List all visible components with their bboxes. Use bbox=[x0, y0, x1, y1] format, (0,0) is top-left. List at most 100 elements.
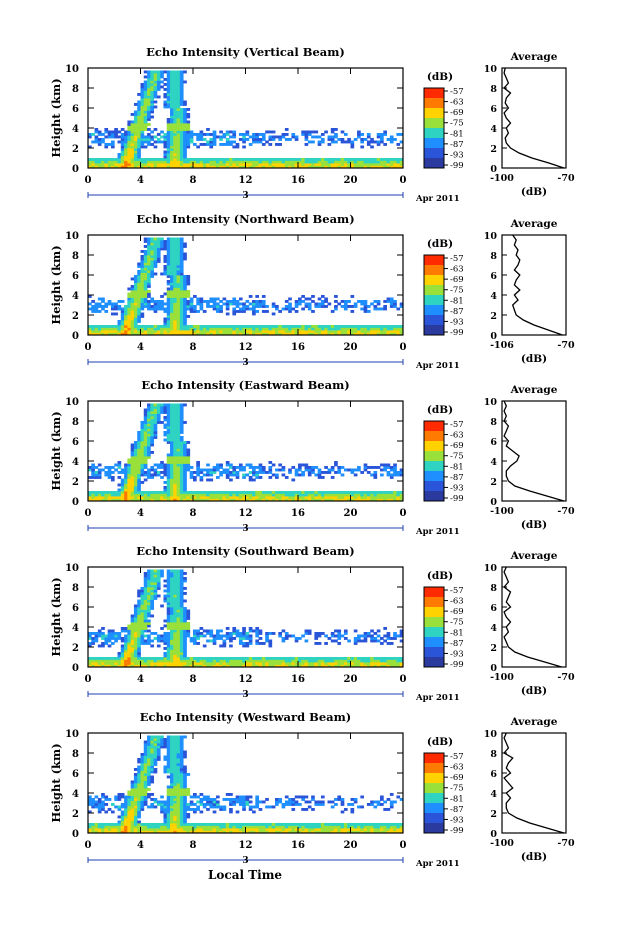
heatmap-cell bbox=[334, 332, 338, 336]
heatmap-cell bbox=[337, 325, 342, 328]
heatmap-cell bbox=[88, 165, 92, 169]
y-axis-title: Height (km) bbox=[49, 245, 63, 324]
heatmap-cell bbox=[143, 478, 148, 482]
heatmap-cell bbox=[163, 589, 168, 593]
heatmap-cell bbox=[150, 830, 155, 834]
heatmap-cell bbox=[366, 498, 371, 502]
heatmap-cell bbox=[143, 110, 148, 114]
heatmap-cell bbox=[91, 165, 95, 169]
heatmap-cell bbox=[133, 140, 138, 144]
heatmap-cell bbox=[147, 634, 151, 638]
heatmap-cell bbox=[170, 312, 174, 316]
heatmap-cell bbox=[140, 143, 145, 146]
heatmap-cell bbox=[183, 453, 187, 457]
heatmap-cell bbox=[343, 327, 348, 331]
heatmap-cell bbox=[173, 498, 177, 502]
heatmap-cell bbox=[91, 471, 95, 474]
heatmap-cell bbox=[383, 639, 387, 643]
heatmap-cell bbox=[166, 654, 171, 658]
heatmap-cell bbox=[120, 486, 125, 489]
heatmap-cell bbox=[124, 143, 128, 146]
heatmap-cell bbox=[133, 644, 138, 648]
heatmap-cell bbox=[219, 659, 223, 663]
heatmap-cell bbox=[340, 659, 345, 663]
heatmap-cell bbox=[399, 158, 404, 161]
heatmap-cell bbox=[153, 160, 158, 164]
colorbar-frame bbox=[423, 254, 445, 336]
heatmap-cell bbox=[176, 237, 181, 241]
heatmap-cell bbox=[304, 163, 309, 166]
heatmap-cell bbox=[275, 659, 279, 663]
heatmap-cell bbox=[202, 496, 207, 499]
heatmap-cell bbox=[176, 88, 181, 91]
heatmap-cell bbox=[284, 657, 289, 660]
heatmap-cell bbox=[130, 649, 135, 653]
heatmap-cell bbox=[330, 140, 335, 144]
heatmap-cell bbox=[202, 330, 207, 333]
heatmap-cell bbox=[137, 277, 141, 281]
heatmap-cell bbox=[143, 798, 148, 801]
heatmap-cell bbox=[176, 242, 181, 246]
heatmap-cell bbox=[271, 463, 276, 467]
heatmap-cell bbox=[284, 158, 289, 161]
heatmap-cell bbox=[281, 307, 286, 311]
heatmap-cell bbox=[173, 597, 177, 600]
heatmap-cell bbox=[104, 302, 109, 306]
heatmap-cell bbox=[176, 80, 181, 84]
heatmap-cell bbox=[127, 307, 132, 311]
heatmap-cell bbox=[156, 413, 161, 417]
y-tick-label: 0 bbox=[72, 331, 79, 342]
heatmap-cell bbox=[127, 155, 132, 159]
heatmap-cell bbox=[163, 260, 168, 263]
heatmap-cell bbox=[166, 280, 171, 283]
heatmap-cell bbox=[383, 463, 387, 467]
colorbar-tick-label: -57 bbox=[450, 586, 464, 596]
heatmap-cell bbox=[183, 287, 187, 291]
heatmap-cell bbox=[147, 292, 151, 296]
heatmap-cell bbox=[265, 160, 269, 164]
heatmap-cell bbox=[143, 413, 148, 417]
heatmap-cell bbox=[357, 135, 361, 139]
heatmap-cell bbox=[327, 143, 332, 146]
heatmap-cell bbox=[193, 491, 197, 494]
heatmap-cell bbox=[163, 597, 168, 600]
heatmap-cell bbox=[189, 300, 194, 303]
heatmap-cell bbox=[120, 805, 125, 809]
heatmap-cell bbox=[94, 657, 99, 660]
heatmap-cell bbox=[173, 587, 177, 590]
heatmap-cell bbox=[376, 325, 381, 328]
heatmap-cell bbox=[278, 491, 282, 494]
heatmap-cell bbox=[156, 242, 161, 246]
heatmap-cell bbox=[147, 491, 151, 494]
heatmap-cell bbox=[238, 657, 243, 660]
heatmap-cell bbox=[150, 760, 155, 764]
heatmap-cell bbox=[275, 305, 279, 308]
heatmap-cell bbox=[176, 330, 181, 333]
heatmap-cell bbox=[327, 327, 332, 331]
heatmap-cell bbox=[124, 468, 128, 472]
heatmap-cell bbox=[255, 332, 260, 336]
heatmap-cell bbox=[252, 325, 256, 328]
heatmap-cell bbox=[140, 825, 145, 829]
heatmap-cell bbox=[347, 165, 351, 169]
heatmap-cell bbox=[353, 468, 358, 472]
heatmap-cell bbox=[150, 270, 155, 273]
heatmap-cell bbox=[232, 498, 237, 502]
heatmap-cell bbox=[160, 411, 164, 414]
heatmap-cell bbox=[117, 815, 122, 819]
heatmap-cell bbox=[176, 78, 181, 81]
heatmap-cell bbox=[320, 327, 325, 331]
heatmap-cell bbox=[160, 300, 164, 303]
heatmap-cell bbox=[104, 491, 109, 494]
heatmap-cell bbox=[163, 491, 168, 494]
heatmap-cell bbox=[120, 143, 125, 146]
heatmap-cell bbox=[163, 240, 168, 243]
heatmap-cell bbox=[107, 823, 112, 826]
heatmap-cell bbox=[183, 113, 187, 116]
heatmap-cell bbox=[133, 604, 138, 608]
heatmap-cell bbox=[183, 664, 187, 668]
heatmap-cell bbox=[202, 310, 207, 313]
heatmap-cell bbox=[163, 155, 168, 159]
heatmap-cell bbox=[114, 637, 118, 640]
